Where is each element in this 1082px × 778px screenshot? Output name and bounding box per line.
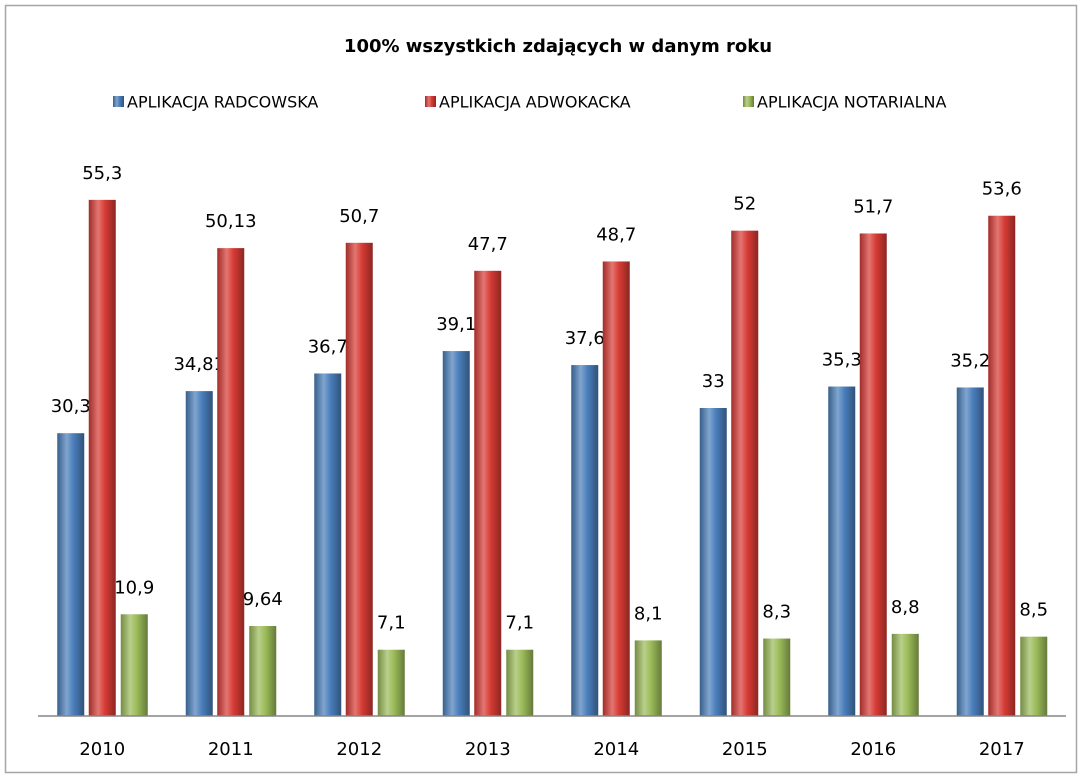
value-label: 8,3 — [762, 602, 791, 623]
bar — [956, 387, 984, 716]
value-label: 55,3 — [82, 163, 122, 184]
value-label: 9,64 — [243, 589, 283, 610]
value-label: 35,3 — [822, 350, 862, 371]
value-label: 34,81 — [173, 354, 225, 375]
value-label: 33 — [702, 371, 725, 392]
bar — [891, 633, 919, 716]
legend-label: APLIKACJA RADCOWSKA — [127, 93, 318, 112]
bar — [442, 351, 470, 716]
bar — [988, 215, 1016, 716]
value-label: 8,1 — [634, 603, 663, 624]
bar — [571, 365, 599, 716]
value-label: 36,7 — [308, 336, 348, 357]
bar — [859, 233, 887, 716]
value-label: 8,5 — [1019, 600, 1048, 621]
bar — [377, 649, 405, 716]
value-label: 7,1 — [377, 613, 406, 634]
value-label: 39,1 — [436, 314, 476, 335]
x-tick-label: 2017 — [979, 739, 1025, 760]
bar — [88, 199, 116, 716]
legend-swatch — [425, 96, 436, 107]
bar — [120, 614, 148, 716]
value-label: 30,3 — [51, 396, 91, 417]
value-label: 7,1 — [505, 613, 534, 634]
value-label: 53,6 — [982, 179, 1022, 200]
value-label: 47,7 — [468, 234, 508, 255]
legend-label: APLIKACJA NOTARIALNA — [757, 93, 946, 112]
bar — [345, 242, 373, 717]
value-label: 51,7 — [853, 196, 893, 217]
x-tick-label: 2010 — [79, 739, 125, 760]
value-label: 35,2 — [950, 350, 990, 371]
chart-title: 100% wszystkich zdających w danym roku — [344, 36, 772, 57]
value-label: 37,6 — [565, 328, 605, 349]
value-label: 52 — [733, 194, 756, 215]
legend-label: APLIKACJA ADWOKACKA — [439, 93, 631, 112]
bar — [699, 408, 727, 716]
x-tick-label: 2014 — [593, 739, 639, 760]
bar — [602, 261, 630, 716]
bar — [474, 270, 502, 716]
x-tick-label: 2012 — [336, 739, 382, 760]
bar — [763, 638, 791, 716]
value-label: 48,7 — [596, 224, 636, 245]
bar — [506, 649, 534, 716]
x-tick-label: 2016 — [850, 739, 896, 760]
legend-swatch — [113, 96, 124, 107]
legend-swatch — [743, 96, 754, 107]
bar — [217, 248, 245, 716]
x-tick-label: 2011 — [208, 739, 254, 760]
bar — [57, 433, 85, 716]
bar — [828, 386, 856, 716]
bar — [1020, 636, 1048, 716]
value-label: 50,13 — [205, 211, 257, 232]
x-tick-label: 2015 — [722, 739, 768, 760]
value-label: 50,7 — [339, 206, 379, 227]
bar — [185, 391, 213, 716]
bar — [634, 640, 662, 716]
value-label: 10,9 — [114, 577, 154, 598]
value-label: 8,8 — [891, 597, 920, 618]
x-tick-label: 2013 — [465, 739, 511, 760]
bar — [249, 626, 277, 716]
bar — [314, 373, 342, 716]
bar — [731, 230, 759, 716]
